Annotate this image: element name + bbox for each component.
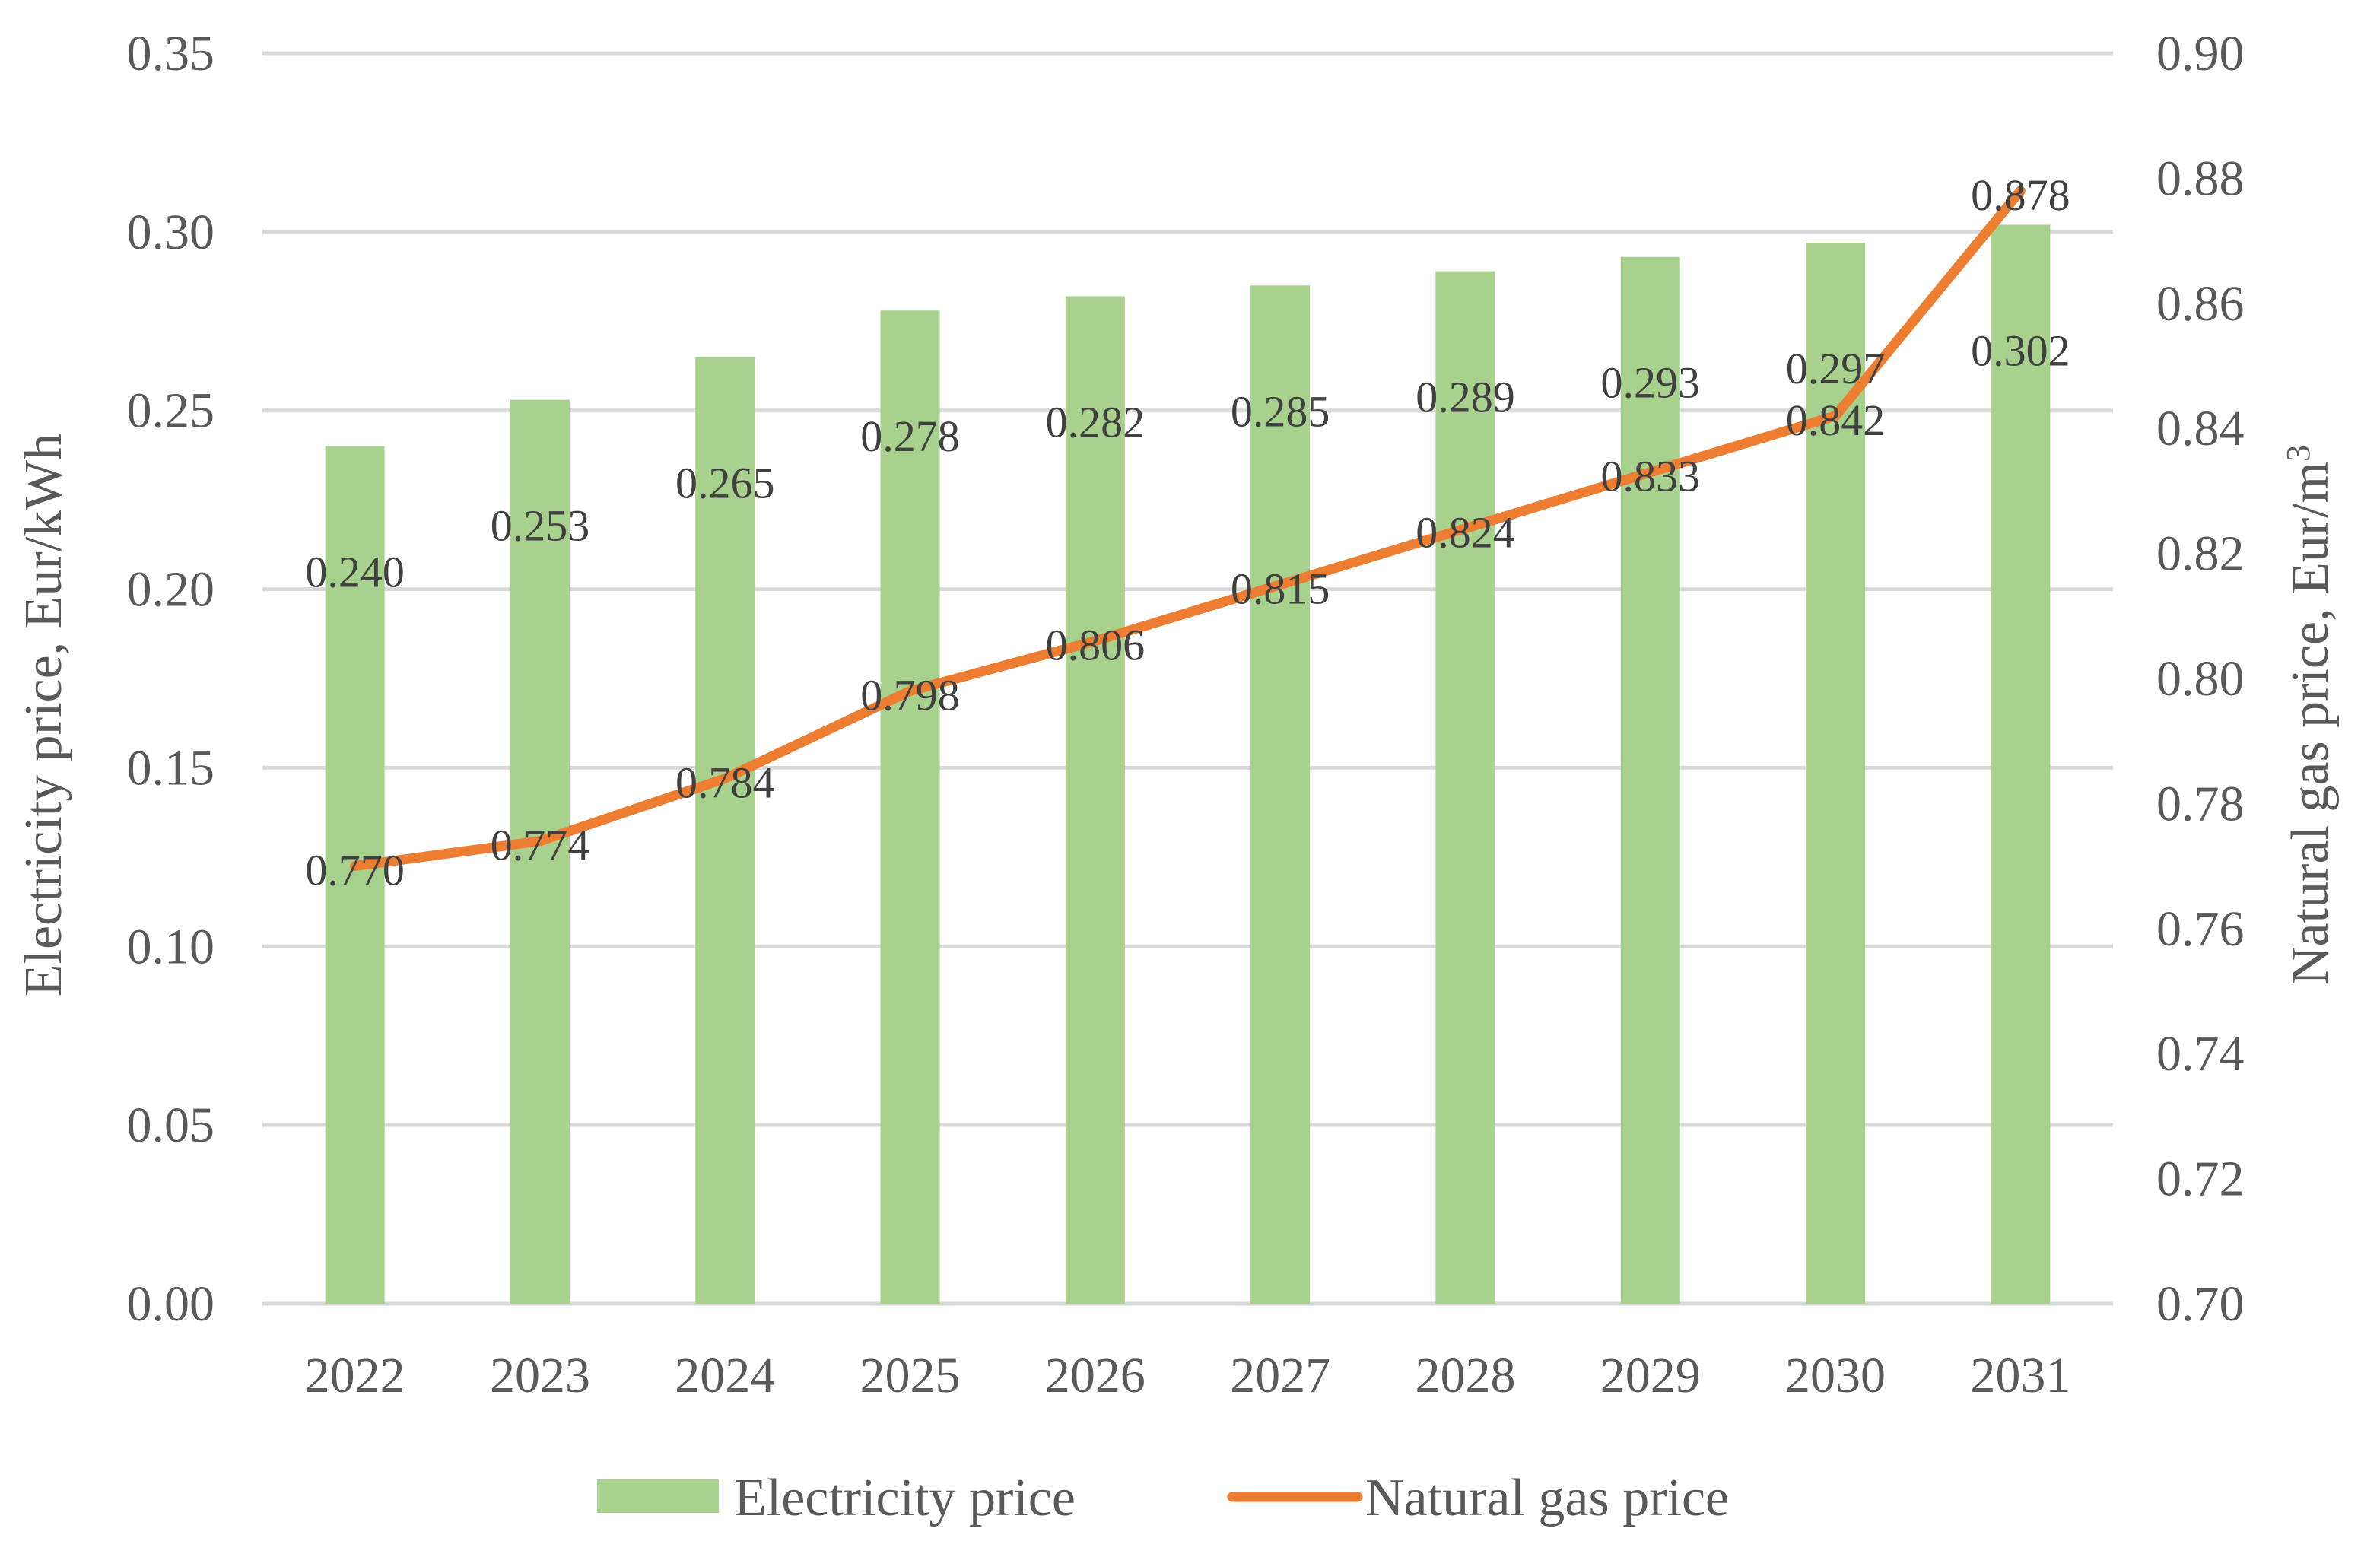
right-axis-tick-label: 0.76 xyxy=(2156,901,2245,957)
right-axis-title: Natural gas price, Eur/m3 xyxy=(2280,445,2340,985)
x-axis-tick-label: 2030 xyxy=(1785,1348,1886,1403)
natural-gas-line-layer xyxy=(350,186,2026,872)
left-axis-tick-label: 0.35 xyxy=(127,26,215,81)
electricity-data-labels: 0.240 0.253 0.265 0.278 0.282 0.285 0.289 0.293… xyxy=(305,326,2070,596)
x-axis-tick-label: 2028 xyxy=(1415,1348,1515,1403)
legend: Electricity price Natural gas price xyxy=(597,1469,1729,1527)
right-axis-tick-label: 0.72 xyxy=(2156,1152,2245,1207)
data-label-electricity: 0.297 xyxy=(1786,344,1886,393)
right-axis-tick-label: 0.78 xyxy=(2156,776,2245,831)
right-axis-tick-label: 0.80 xyxy=(2156,651,2245,707)
right-axis-title-text: Natural gas price, Eur/m xyxy=(2281,462,2340,985)
left-axis-tick-label: 0.25 xyxy=(127,383,215,439)
data-label-natural-gas: 0.770 xyxy=(305,846,405,895)
data-label-electricity: 0.265 xyxy=(675,458,775,507)
data-label-electricity: 0.293 xyxy=(1601,358,1701,408)
x-axis-tick-label: 2025 xyxy=(860,1348,961,1403)
line-natural-gas xyxy=(350,186,2026,872)
bar-electricity xyxy=(1065,296,1125,1304)
left-axis-ticks: 0.00 0.05 0.10 0.15 0.20 0.25 0.30 0.35 xyxy=(127,26,215,1332)
data-label-natural-gas: 0.784 xyxy=(675,758,775,808)
data-label-electricity: 0.289 xyxy=(1416,373,1515,422)
data-label-natural-gas: 0.878 xyxy=(1971,170,2070,220)
data-label-natural-gas: 0.842 xyxy=(1786,396,1886,445)
data-label-electricity: 0.240 xyxy=(305,548,405,597)
left-axis-tick-label: 0.20 xyxy=(127,562,215,618)
data-label-natural-gas: 0.798 xyxy=(860,670,960,720)
bar-electricity xyxy=(1250,285,1311,1304)
data-label-natural-gas: 0.824 xyxy=(1416,508,1515,558)
data-label-electricity: 0.285 xyxy=(1231,386,1330,436)
left-axis-tick-label: 0.05 xyxy=(127,1098,215,1153)
data-label-natural-gas: 0.833 xyxy=(1601,452,1701,501)
left-axis-tick-label: 0.00 xyxy=(127,1276,215,1332)
right-axis-tick-label: 0.70 xyxy=(2156,1276,2245,1332)
data-label-electricity: 0.282 xyxy=(1046,397,1146,446)
electricity-bars xyxy=(325,224,2051,1304)
data-label-electricity: 0.253 xyxy=(491,501,590,551)
x-axis-tick-label: 2031 xyxy=(1970,1348,2070,1403)
right-axis-tick-label: 0.82 xyxy=(2156,526,2245,582)
right-axis-tick-label: 0.86 xyxy=(2156,276,2245,332)
bar-electricity xyxy=(510,399,570,1304)
data-label-electricity: 0.278 xyxy=(860,411,960,461)
data-label-natural-gas: 0.815 xyxy=(1231,564,1330,614)
x-axis-ticks: 2022 2023 2024 2025 2026 2027 2028 2029 2030 2031 xyxy=(305,1348,2071,1403)
x-axis-tick-label: 2027 xyxy=(1230,1348,1330,1403)
right-axis-tick-label: 0.74 xyxy=(2156,1026,2245,1082)
bar-electricity xyxy=(1620,256,1680,1304)
right-axis-tick-label: 0.84 xyxy=(2156,401,2245,456)
x-axis-tick-label: 2026 xyxy=(1045,1348,1146,1403)
bar-electricity xyxy=(1435,271,1495,1304)
data-label-natural-gas: 0.774 xyxy=(491,821,590,870)
natural-gas-data-labels: 0.770 0.774 0.784 0.798 0.806 0.815 0.824 0.833… xyxy=(305,170,2070,895)
legend-label-natural-gas: Natural gas price xyxy=(1365,1469,1729,1527)
right-axis-tick-label: 0.88 xyxy=(2156,151,2245,206)
legend-swatch-electricity xyxy=(597,1479,719,1513)
right-axis-title-superscript: 3 xyxy=(2280,445,2317,462)
data-label-natural-gas: 0.806 xyxy=(1046,621,1146,670)
bar-electricity xyxy=(1991,224,2051,1304)
bar-electricity xyxy=(880,310,940,1304)
left-axis-title: Electricity price, Eur/kWh xyxy=(14,434,73,997)
left-axis-tick-label: 0.30 xyxy=(127,205,215,260)
x-axis-tick-label: 2024 xyxy=(675,1348,775,1403)
gridlines xyxy=(262,51,2113,1306)
data-label-electricity: 0.302 xyxy=(1971,326,2070,375)
x-axis-tick-label: 2029 xyxy=(1600,1348,1701,1403)
x-axis-tick-label: 2022 xyxy=(305,1348,405,1403)
left-axis-tick-label: 0.10 xyxy=(127,919,215,974)
bar-electricity xyxy=(695,357,755,1304)
legend-label-electricity: Electricity price xyxy=(734,1469,1076,1527)
x-axis-tick-label: 2023 xyxy=(490,1348,590,1403)
right-axis-ticks: 0.70 0.72 0.74 0.76 0.78 0.80 0.82 0.84 0.86 0.88… xyxy=(2156,26,2245,1332)
right-axis-tick-label: 0.90 xyxy=(2156,26,2245,81)
bar-electricity xyxy=(325,446,385,1304)
left-axis-tick-label: 0.15 xyxy=(127,740,215,796)
